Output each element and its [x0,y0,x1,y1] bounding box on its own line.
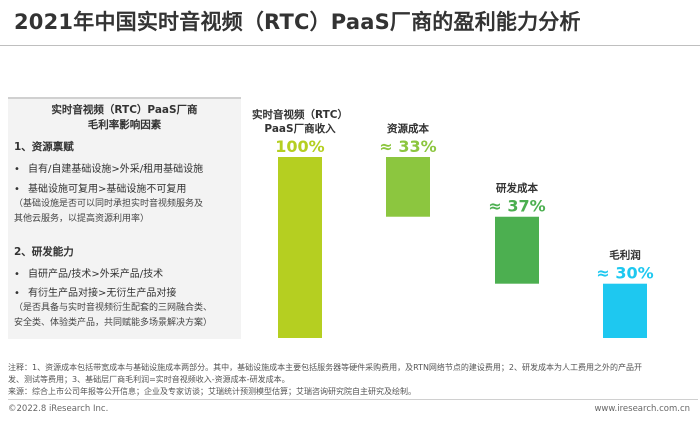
section-note: （基础设施是否可以同时承担实时音视频服务及 其他云服务，以提高资源利用率） [14,197,203,227]
bullet-dot-icon: • [14,269,20,280]
waterfall-chart: 100% 实时音视频（RTC）PaaS厂商收入 ≈ 33% 资源成本 ≈ 37% 研发成本… [252,108,654,338]
bullet-text: 自研产品/技术>外采产品/技术 [28,269,164,280]
bullet-item: • 基础设施可复用>基础设施不可复用 [14,180,186,195]
panel-title-line1: 实时音视频（RTC）PaaS厂商 [51,104,198,116]
bullet-dot-icon: • [14,164,20,175]
section-note-line: 安全类、体验类产品，共同赋能多场景解决方案） [14,318,213,328]
panel-title-line2: 毛利率影响因素 [87,119,162,131]
waterfall-bar [278,157,322,338]
bullet-dot-icon: • [14,184,20,195]
bar-value-label: ≈ 33% [379,137,436,156]
footnote-line: 注释：1、资源成本包括带宽成本与基础设施成本两部分。其中，基础设施成本主要包括服… [8,363,643,372]
waterfall-bar [495,216,539,284]
bar-value-label: 100% [275,137,324,156]
copyright: ©2022.8 iResearch Inc. [8,404,109,414]
bullet-dot-icon: • [14,288,20,299]
category-label: 研发成本 [496,182,538,195]
panel-top-rule [8,97,241,99]
section-title-resources: 1、资源禀赋 [14,141,74,153]
footnote-source: 来源：综合上市公司年报等公开信息；企业及专家访谈；艾瑞统计预测模型估算；艾瑞咨询… [8,387,416,396]
bullet-text: 有衍生产品对接>无衍生产品对接 [28,288,177,299]
category-label: 毛利润 [609,249,641,262]
category-label: 实时音视频（RTC） [252,108,348,121]
bullet-text: 基础设施可复用>基础设施不可复用 [28,184,187,195]
section-note-line: （是否具备与实时音视频衍生配套的三网融合类、 [14,303,213,313]
page-title: 2021年中国实时音视频（RTC）PaaS厂商的盈利能力分析 [14,10,581,34]
section-note: （是否具备与实时音视频衍生配套的三网融合类、 安全类、体验类产品，共同赋能多场景… [14,301,212,331]
bullet-item: • 有衍生产品对接>无衍生产品对接 [14,284,176,299]
category-label: 资源成本 [387,122,429,135]
website-url: www.iresearch.com.cn [594,404,690,414]
waterfall-bar [386,157,430,217]
section-note-line: （基础设施是否可以同时承担实时音视频服务及 [14,199,204,209]
bar-value-label: ≈ 37% [488,197,545,216]
category-label: PaaS厂商收入 [264,122,336,135]
footer-divider [8,399,698,400]
section-title-rnd: 2、研发能力 [14,246,74,258]
bullet-item: • 自有/自建基础设施>外采/租用基础设施 [14,160,203,175]
footnote: 注释：1、资源成本包括带宽成本与基础设施成本两部分。其中，基础设施成本主要包括服… [8,362,698,398]
waterfall-bar [603,283,647,338]
panel-title: 实时音视频（RTC）PaaS厂商 毛利率影响因素 [8,103,241,133]
factors-panel [8,97,241,339]
section-note-line: 其他云服务，以提高资源利用率） [14,214,150,224]
bar-value-label: ≈ 30% [596,264,653,283]
bullet-item: • 自研产品/技术>外采产品/技术 [14,265,163,280]
footnote-line: 发、测试等费用；3、基础层厂商毛利润=实时音视频收入-资源成本-研发成本。 [8,375,290,384]
bullet-text: 自有/自建基础设施>外采/租用基础设施 [28,164,204,175]
title-divider [0,45,700,46]
